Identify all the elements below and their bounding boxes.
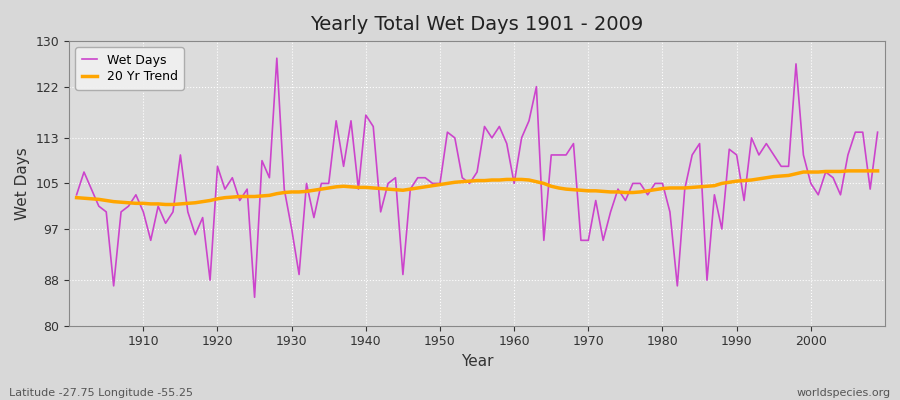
Legend: Wet Days, 20 Yr Trend: Wet Days, 20 Yr Trend [76, 47, 184, 90]
Wet Days [613, 187, 624, 192]
20 Yr Trend [71, 195, 82, 200]
Text: worldspecies.org: worldspecies.org [796, 388, 891, 398]
20 Yr Trend [517, 177, 527, 182]
Wet Days [130, 192, 141, 197]
20 Yr Trend [160, 202, 171, 207]
Text: Latitude -27.75 Longitude -55.25: Latitude -27.75 Longitude -55.25 [9, 388, 193, 398]
20 Yr Trend [130, 201, 141, 206]
Wet Days [353, 187, 364, 192]
Wet Days [309, 215, 320, 220]
20 Yr Trend [872, 168, 883, 173]
Wet Days [249, 295, 260, 300]
Line: 20 Yr Trend: 20 Yr Trend [76, 171, 878, 204]
Title: Yearly Total Wet Days 1901 - 2009: Yearly Total Wet Days 1901 - 2009 [310, 15, 644, 34]
Wet Days [872, 130, 883, 134]
20 Yr Trend [605, 190, 616, 194]
20 Yr Trend [302, 189, 312, 194]
20 Yr Trend [842, 168, 853, 173]
Y-axis label: Wet Days: Wet Days [15, 147, 30, 220]
20 Yr Trend [346, 184, 356, 189]
Wet Days [272, 56, 283, 60]
20 Yr Trend [508, 177, 519, 182]
Wet Days [517, 136, 527, 140]
Wet Days [71, 192, 82, 197]
X-axis label: Year: Year [461, 354, 493, 369]
Line: Wet Days: Wet Days [76, 58, 878, 297]
Wet Days [524, 118, 535, 123]
